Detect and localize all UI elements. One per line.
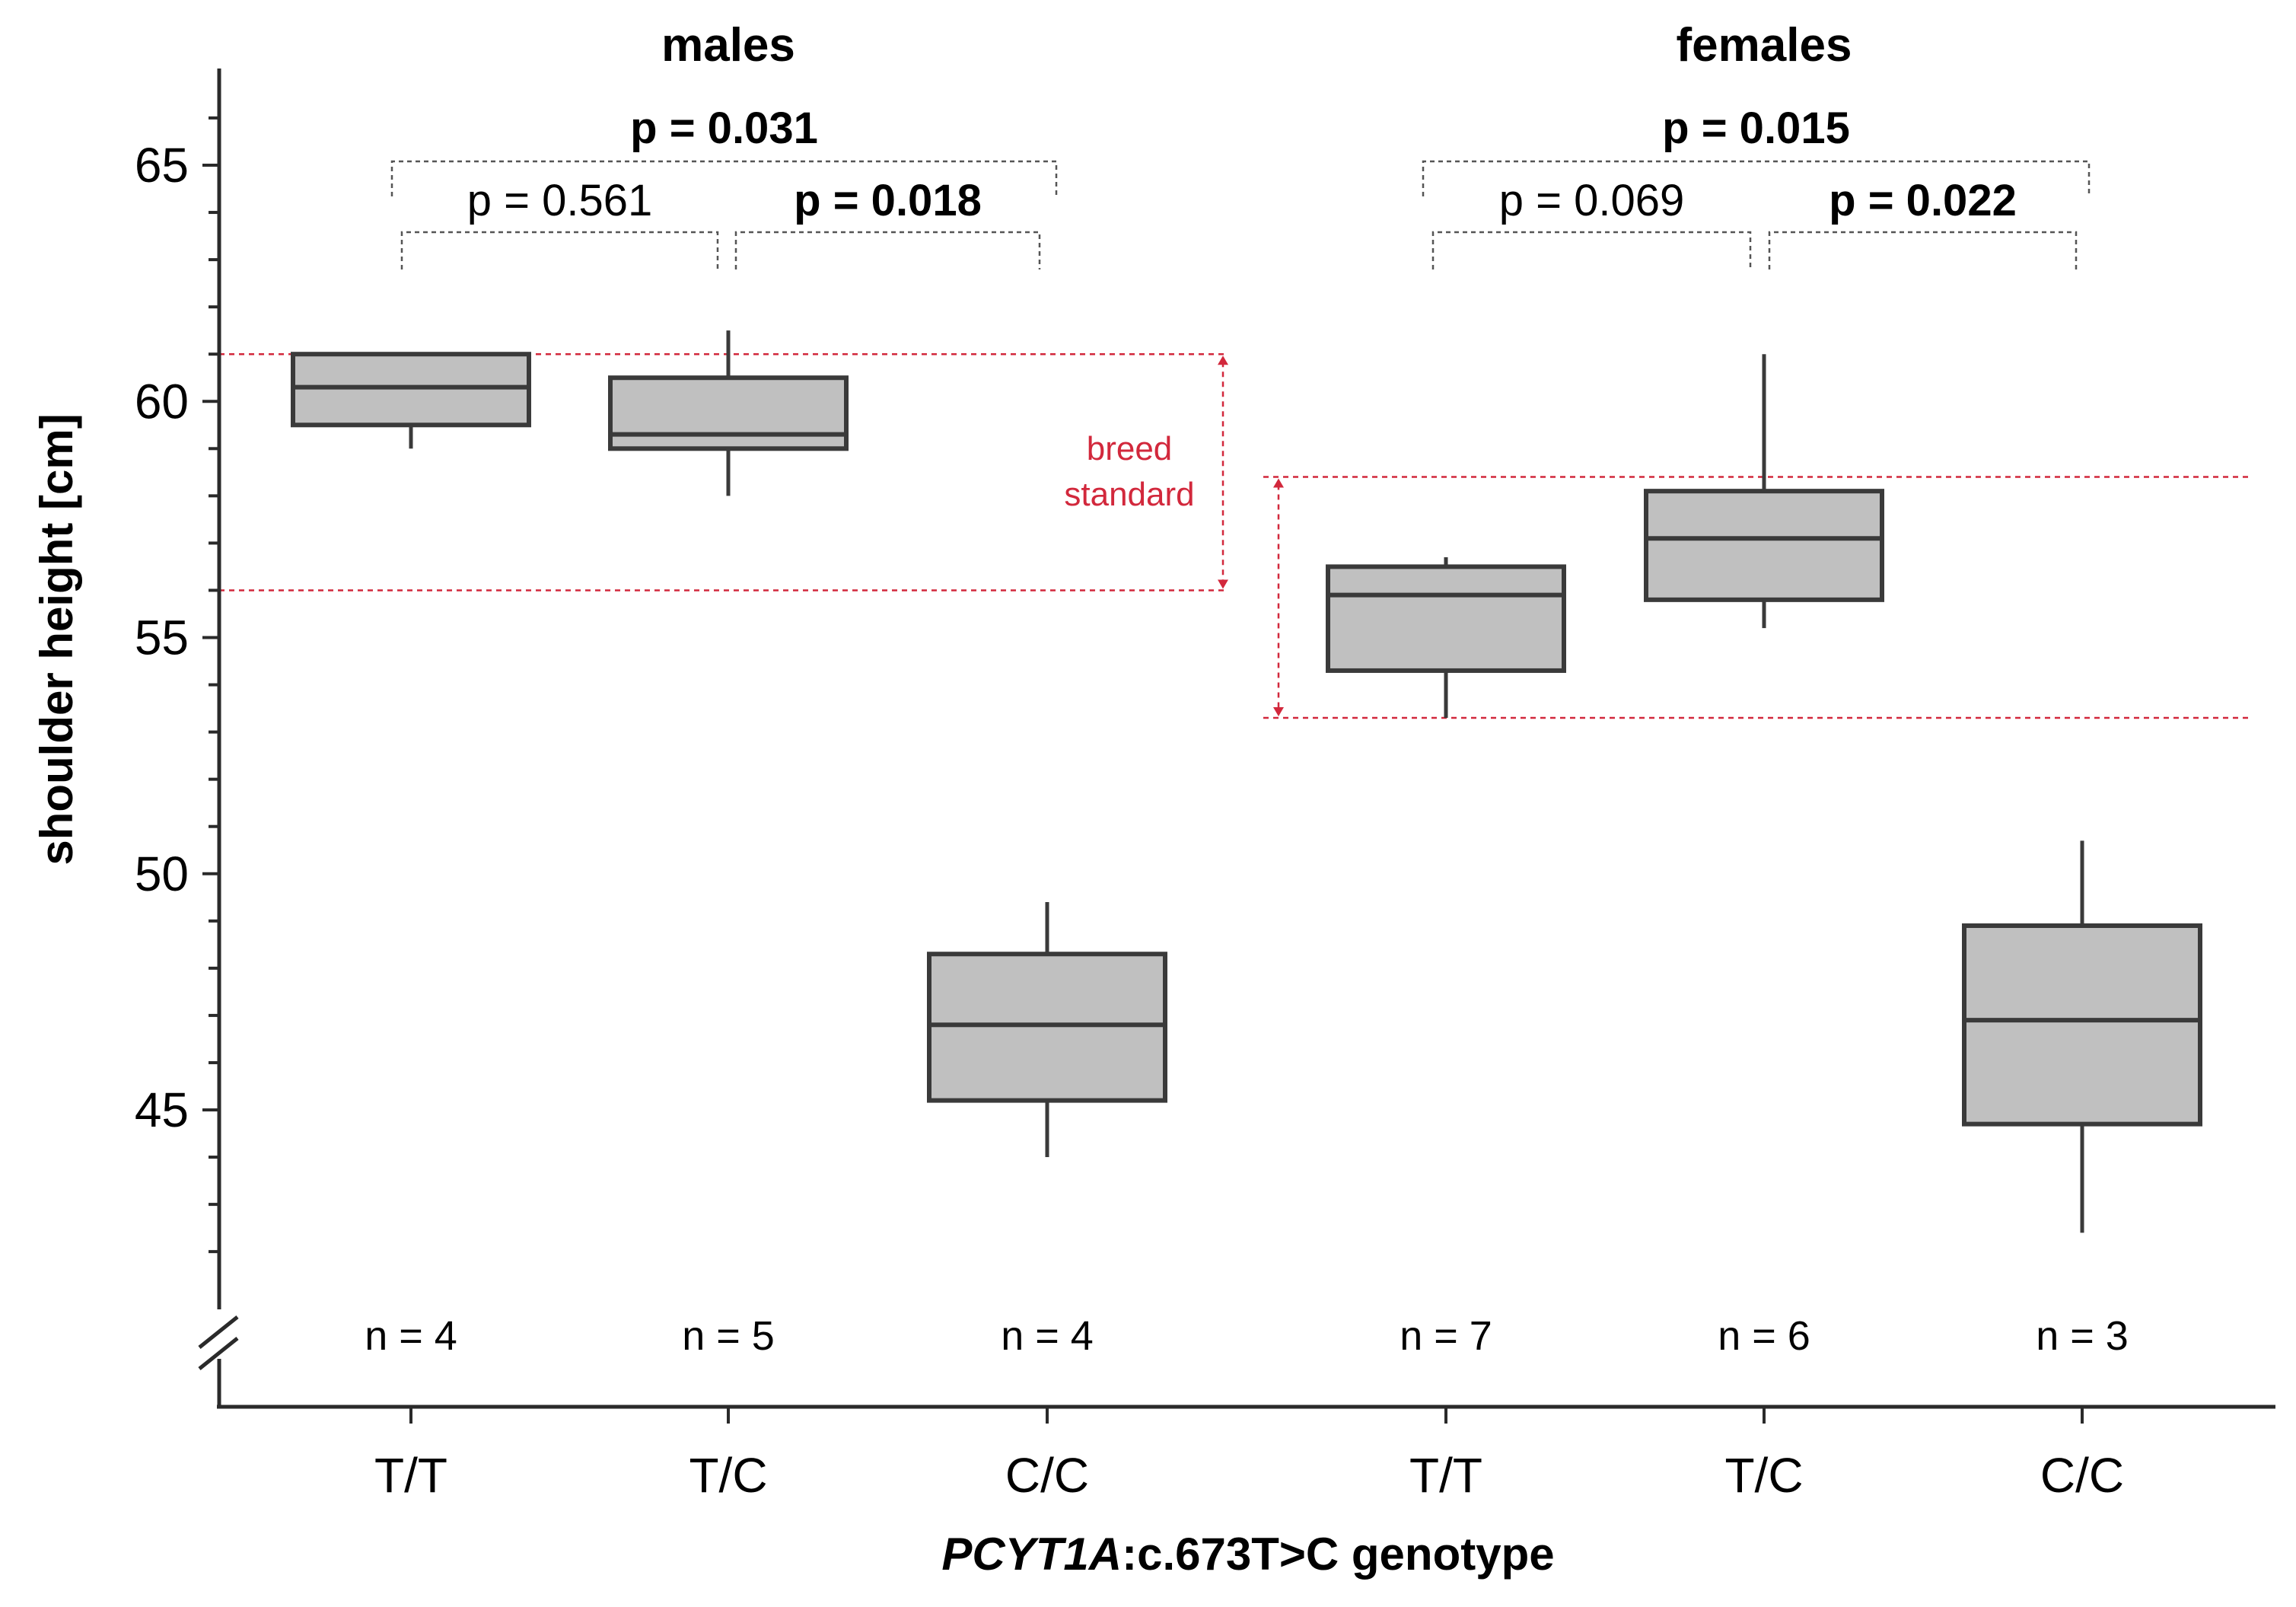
box-females-TT bbox=[1326, 557, 1566, 718]
p-value-label: p = 0.015 bbox=[1662, 104, 1850, 153]
significance-bracket bbox=[734, 231, 1041, 269]
x-axis-title: PCYT1A:c.673T>C genotype bbox=[941, 1529, 1554, 1580]
arrow-head-up bbox=[1273, 478, 1284, 488]
box-iqr bbox=[608, 375, 849, 451]
axes: 45 50 55 60 65 bbox=[135, 69, 2275, 1424]
box-iqr bbox=[291, 352, 531, 428]
x-axis-title-rest: :c.673T>C genotype bbox=[1122, 1529, 1555, 1580]
n-count-label: n = 3 bbox=[2036, 1313, 2129, 1359]
box-males-TC bbox=[608, 330, 849, 496]
boxplots bbox=[291, 330, 2202, 1233]
y-tick-label: 60 bbox=[135, 374, 189, 429]
n-count-label: n = 6 bbox=[1718, 1313, 1810, 1359]
p-value-label: p = 0.069 bbox=[1499, 176, 1685, 225]
box-iqr bbox=[1326, 564, 1566, 673]
y-tick-label: 50 bbox=[135, 847, 189, 901]
n-count-label: n = 4 bbox=[365, 1313, 457, 1359]
x-category-label: T/C bbox=[1724, 1448, 1803, 1503]
breed-standard-label-line1: breed bbox=[1087, 430, 1173, 467]
axis-break-mark bbox=[198, 1315, 239, 1349]
n-count-label: n = 4 bbox=[1001, 1313, 1094, 1359]
significance-bracket bbox=[400, 231, 719, 269]
axis-break-mark bbox=[198, 1337, 239, 1370]
box-iqr bbox=[1644, 489, 1884, 602]
p-value-label: p = 0.031 bbox=[630, 104, 818, 153]
x-axis-title-gene: PCYT1A bbox=[941, 1529, 1122, 1580]
breed-standard-label-line2: standard bbox=[1064, 476, 1194, 513]
p-value-label: p = 0.018 bbox=[794, 176, 982, 225]
box-males-CC bbox=[927, 901, 1167, 1158]
labels: shoulder height [cm] PCYT1A:c.673T>C gen… bbox=[31, 19, 2129, 1580]
group-title: males bbox=[661, 19, 795, 72]
y-tick-label: 65 bbox=[135, 138, 189, 193]
box-iqr bbox=[1962, 923, 2202, 1127]
significance-brackets: p = 0.031 p = 0.561 p = 0.018 p = 0.015 p = … bbox=[390, 104, 2091, 269]
arrow-head-down bbox=[1218, 579, 1228, 589]
box-females-TC bbox=[1644, 354, 1884, 629]
y-tick-label: 45 bbox=[135, 1082, 189, 1137]
significance-bracket bbox=[1422, 160, 2091, 196]
n-count-label: n = 7 bbox=[1400, 1313, 1492, 1359]
p-value-label: p = 0.561 bbox=[467, 176, 653, 225]
significance-bracket bbox=[1768, 231, 2078, 269]
n-count-label: n = 5 bbox=[682, 1313, 775, 1359]
box-females-CC bbox=[1962, 840, 2202, 1233]
x-category-label: C/C bbox=[1005, 1448, 1089, 1503]
box-iqr bbox=[927, 952, 1167, 1103]
x-category-label: T/C bbox=[689, 1448, 767, 1503]
arrow-head-down bbox=[1273, 706, 1284, 716]
breed-standard-layer: breed standard bbox=[219, 352, 2253, 719]
x-category-label: T/T bbox=[1409, 1448, 1482, 1503]
box-males-TT bbox=[291, 352, 531, 449]
group-title: females bbox=[1677, 19, 1852, 72]
p-value-label: p = 0.022 bbox=[1829, 176, 2017, 225]
y-tick-label: 55 bbox=[135, 611, 189, 665]
significance-bracket bbox=[390, 160, 1058, 196]
arrow-head-up bbox=[1218, 356, 1228, 365]
x-category-label: T/T bbox=[374, 1448, 447, 1503]
significance-bracket bbox=[1431, 231, 1752, 269]
x-category-label: C/C bbox=[2040, 1448, 2124, 1503]
y-axis-title: shoulder height [cm] bbox=[31, 413, 82, 865]
